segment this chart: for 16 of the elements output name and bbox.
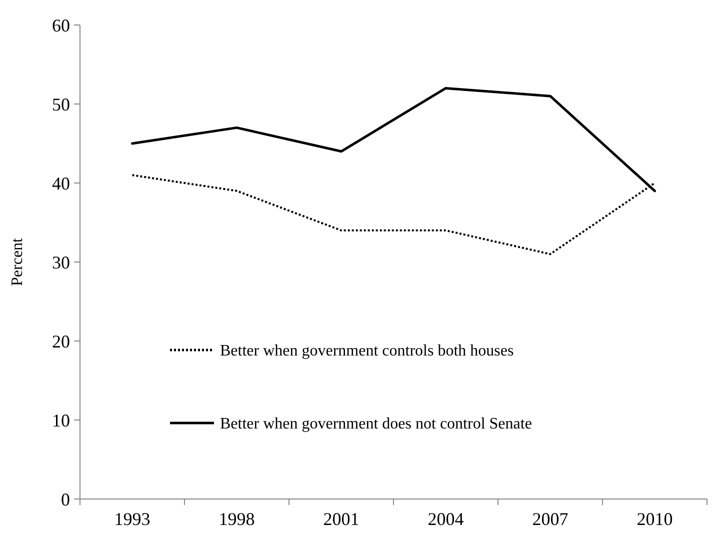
x-tick-label: 1998: [218, 509, 255, 529]
y-tick-label: 10: [52, 410, 70, 430]
x-tick-label: 1993: [114, 509, 150, 529]
x-tick-label: 2010: [636, 509, 673, 529]
y-axis-title: Percent: [9, 237, 26, 286]
x-tick-label: 2004: [428, 509, 464, 529]
y-tick-label: 30: [52, 252, 70, 272]
x-tick-label: 2007: [532, 509, 568, 529]
legend-label: Better when government does not control Senate: [220, 416, 532, 433]
y-tick-label: 60: [52, 15, 70, 36]
legend-label: Better when government controls both houses: [220, 342, 514, 360]
y-tick-label: 0: [61, 489, 70, 510]
y-tick-label: 40: [52, 173, 70, 194]
y-tick-label: 50: [52, 94, 70, 114]
x-tick-label: 2001: [323, 509, 360, 529]
y-tick-label: 20: [52, 331, 70, 352]
